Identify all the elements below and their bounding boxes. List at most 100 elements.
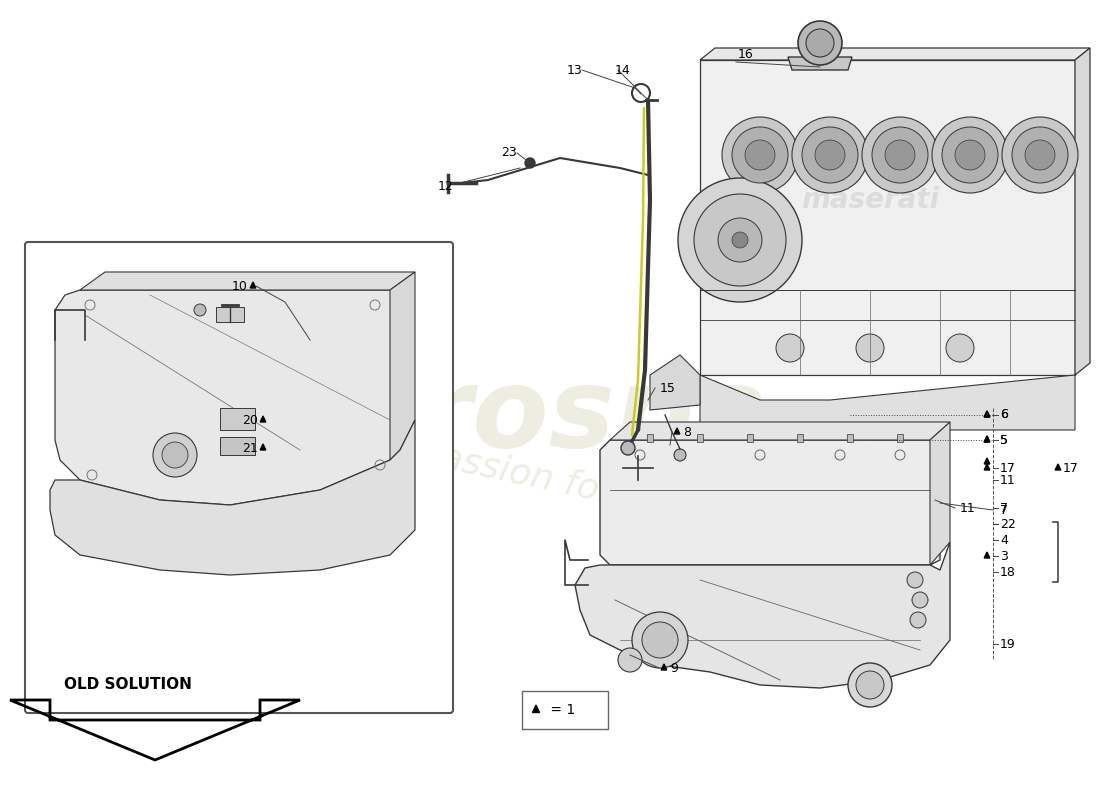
Text: 7: 7 bbox=[1000, 503, 1008, 517]
Circle shape bbox=[745, 140, 776, 170]
Circle shape bbox=[674, 449, 686, 461]
Text: 3: 3 bbox=[1000, 550, 1008, 562]
Polygon shape bbox=[1075, 48, 1090, 375]
Text: = 1: = 1 bbox=[546, 703, 575, 717]
Text: OLD SOLUTION: OLD SOLUTION bbox=[64, 677, 191, 692]
Text: 8: 8 bbox=[683, 426, 691, 438]
Polygon shape bbox=[700, 48, 1090, 60]
Text: 19: 19 bbox=[1000, 638, 1015, 650]
Text: maserati: maserati bbox=[801, 186, 939, 214]
Circle shape bbox=[525, 158, 535, 168]
Polygon shape bbox=[984, 552, 990, 558]
Circle shape bbox=[678, 178, 802, 302]
Circle shape bbox=[776, 334, 804, 362]
Polygon shape bbox=[50, 420, 415, 575]
Text: 9: 9 bbox=[670, 662, 678, 674]
Polygon shape bbox=[661, 664, 667, 670]
Circle shape bbox=[856, 334, 884, 362]
Circle shape bbox=[718, 218, 762, 262]
Circle shape bbox=[815, 140, 845, 170]
Polygon shape bbox=[532, 705, 539, 713]
Circle shape bbox=[618, 648, 642, 672]
Circle shape bbox=[792, 117, 868, 193]
Bar bbox=[847, 434, 852, 442]
Circle shape bbox=[848, 663, 892, 707]
Circle shape bbox=[955, 140, 984, 170]
Circle shape bbox=[694, 194, 786, 286]
Bar bbox=[220, 437, 255, 455]
FancyBboxPatch shape bbox=[522, 691, 608, 729]
Polygon shape bbox=[984, 436, 990, 442]
Circle shape bbox=[194, 304, 206, 316]
Circle shape bbox=[732, 232, 748, 248]
Text: a passion for parts: a passion for parts bbox=[382, 428, 718, 532]
Circle shape bbox=[722, 117, 798, 193]
Polygon shape bbox=[984, 411, 990, 417]
Text: 23: 23 bbox=[502, 146, 517, 159]
Text: 17: 17 bbox=[1063, 462, 1079, 474]
Polygon shape bbox=[984, 464, 990, 470]
Polygon shape bbox=[610, 422, 950, 440]
Circle shape bbox=[732, 127, 788, 183]
Bar bbox=[697, 434, 703, 442]
Text: 11: 11 bbox=[960, 502, 976, 514]
Circle shape bbox=[162, 442, 188, 468]
Bar bbox=[216, 307, 244, 322]
Circle shape bbox=[642, 622, 678, 658]
Polygon shape bbox=[55, 290, 400, 505]
Circle shape bbox=[1012, 127, 1068, 183]
Polygon shape bbox=[80, 272, 415, 290]
Polygon shape bbox=[674, 428, 680, 434]
Polygon shape bbox=[390, 272, 415, 460]
Text: 14: 14 bbox=[615, 63, 630, 77]
Polygon shape bbox=[600, 440, 940, 565]
Polygon shape bbox=[250, 282, 256, 288]
Polygon shape bbox=[984, 436, 990, 442]
Text: 5: 5 bbox=[1000, 434, 1008, 446]
Text: 11: 11 bbox=[1000, 474, 1015, 486]
Circle shape bbox=[1025, 140, 1055, 170]
Text: 15: 15 bbox=[660, 382, 675, 394]
Text: 6: 6 bbox=[1000, 409, 1008, 422]
Text: 12: 12 bbox=[438, 179, 453, 193]
Text: 6: 6 bbox=[1000, 409, 1008, 422]
Polygon shape bbox=[261, 416, 266, 422]
Polygon shape bbox=[700, 60, 1075, 375]
Circle shape bbox=[932, 117, 1008, 193]
Circle shape bbox=[802, 127, 858, 183]
Circle shape bbox=[872, 127, 928, 183]
Polygon shape bbox=[930, 422, 950, 565]
Text: 20: 20 bbox=[242, 414, 258, 426]
Polygon shape bbox=[261, 444, 266, 450]
Text: eurospa: eurospa bbox=[264, 362, 770, 470]
Text: 21: 21 bbox=[242, 442, 258, 454]
Circle shape bbox=[621, 441, 635, 455]
Circle shape bbox=[910, 612, 926, 628]
Circle shape bbox=[942, 127, 998, 183]
Text: 16: 16 bbox=[738, 49, 754, 62]
Bar bbox=[798, 434, 803, 442]
Text: 13: 13 bbox=[566, 63, 582, 77]
Circle shape bbox=[912, 592, 928, 608]
Circle shape bbox=[1002, 117, 1078, 193]
Circle shape bbox=[886, 140, 915, 170]
Polygon shape bbox=[650, 355, 700, 410]
Polygon shape bbox=[700, 375, 1075, 430]
Bar bbox=[220, 408, 255, 430]
Circle shape bbox=[856, 671, 884, 699]
Circle shape bbox=[908, 572, 923, 588]
Text: 22: 22 bbox=[1000, 518, 1015, 530]
Polygon shape bbox=[984, 458, 990, 464]
Bar bbox=[747, 434, 754, 442]
Circle shape bbox=[806, 29, 834, 57]
Text: 4: 4 bbox=[1000, 534, 1008, 546]
Text: 10: 10 bbox=[232, 279, 248, 293]
Circle shape bbox=[798, 21, 842, 65]
FancyBboxPatch shape bbox=[25, 242, 453, 713]
Circle shape bbox=[632, 612, 688, 668]
Text: 17: 17 bbox=[1000, 462, 1016, 474]
Polygon shape bbox=[575, 542, 950, 688]
Circle shape bbox=[153, 433, 197, 477]
Circle shape bbox=[862, 117, 938, 193]
Bar bbox=[896, 434, 903, 442]
